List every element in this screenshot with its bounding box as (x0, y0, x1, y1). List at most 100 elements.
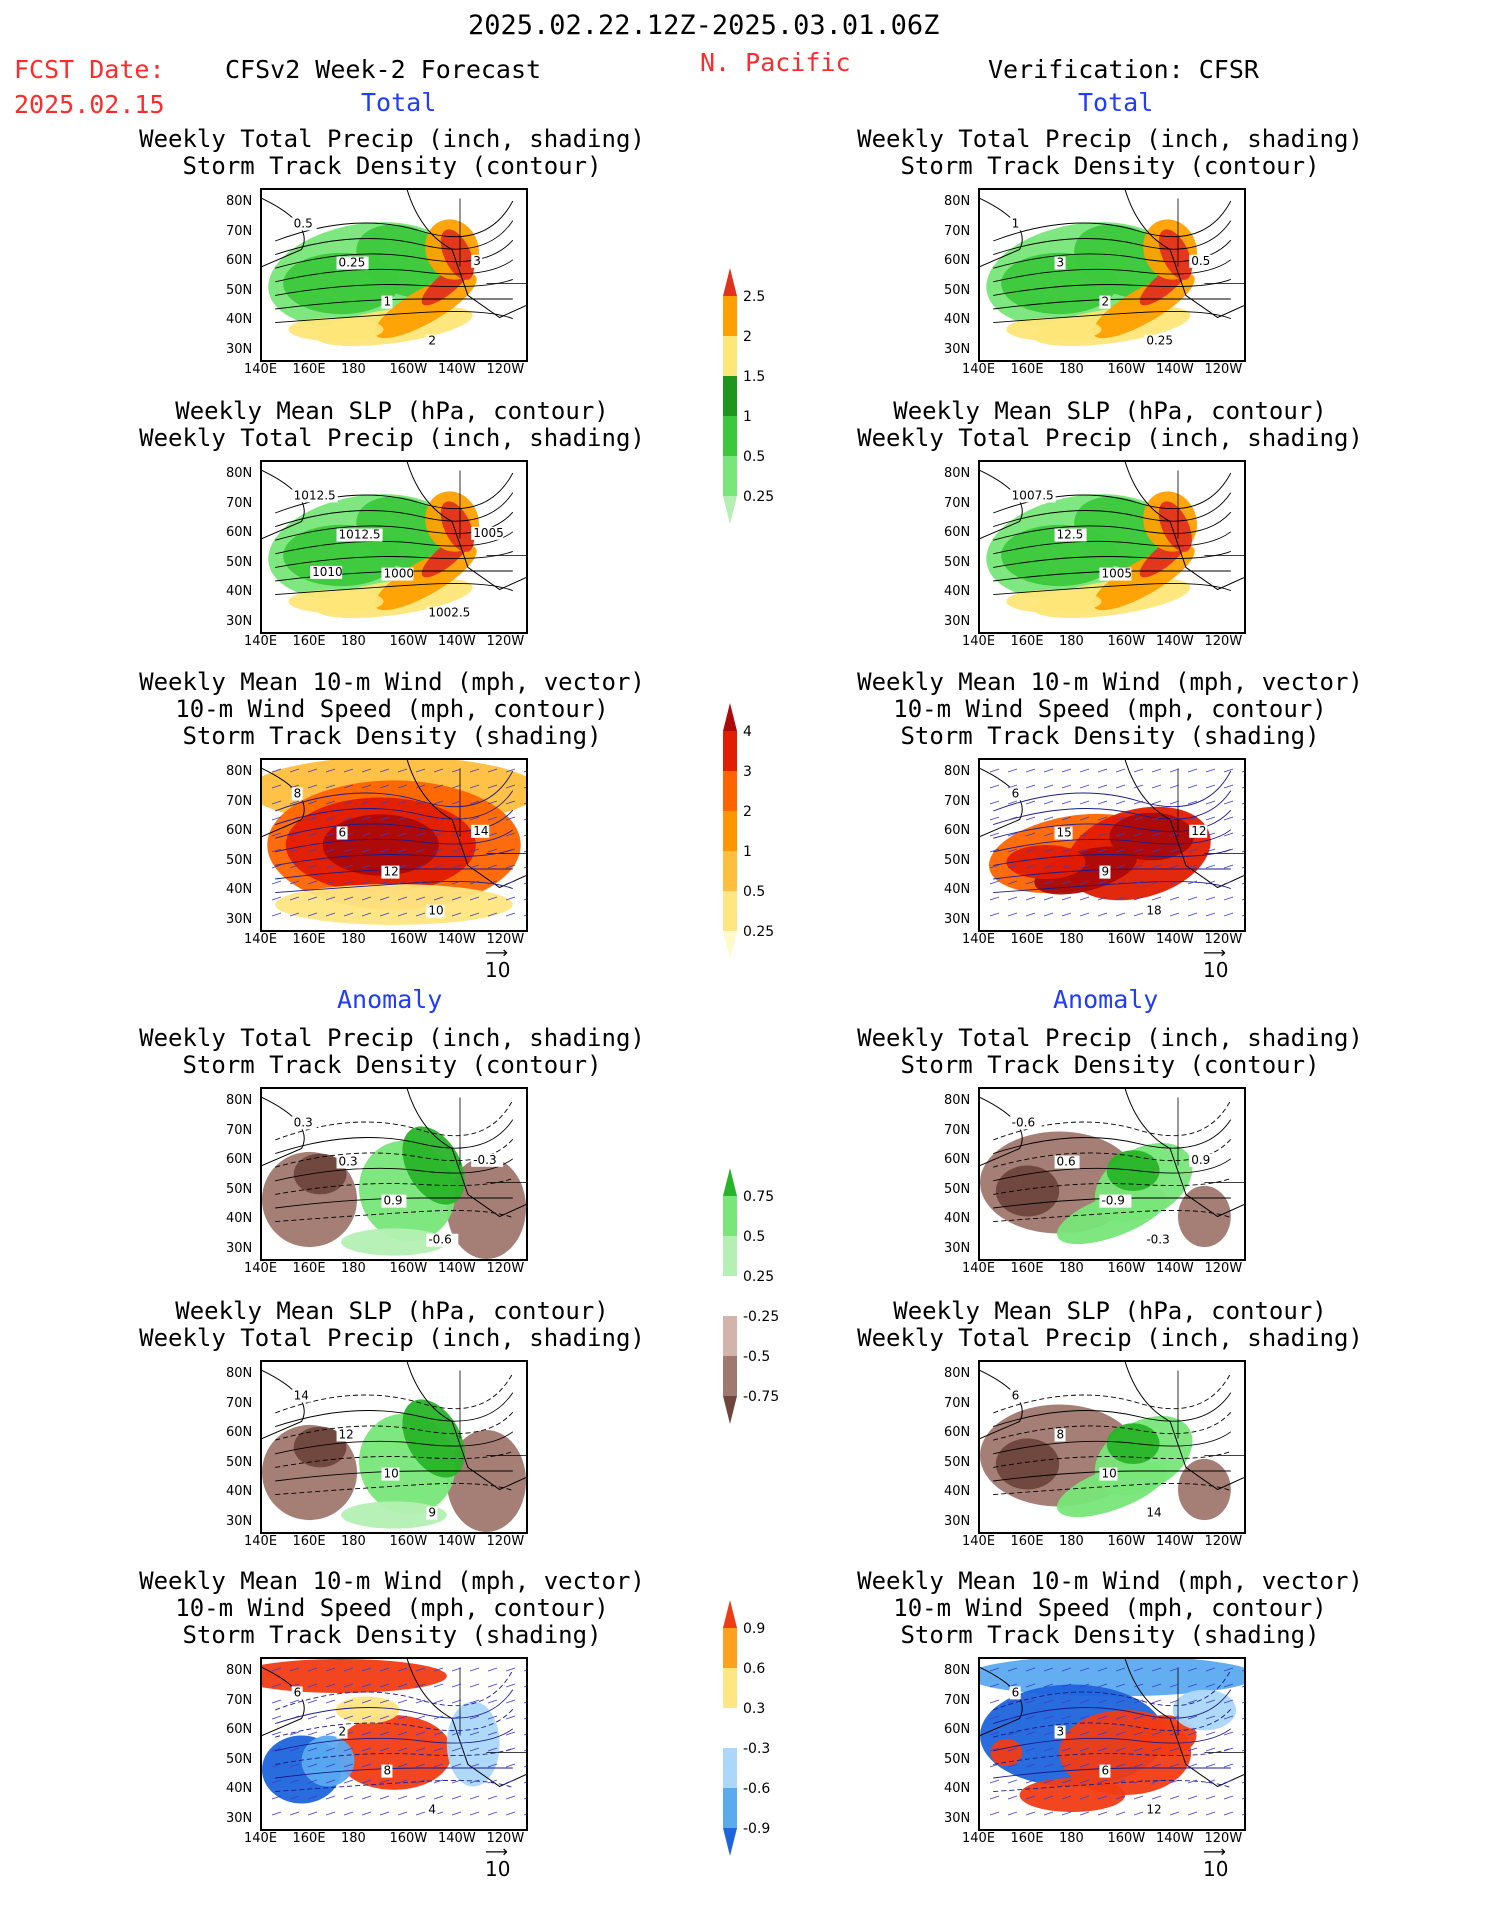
panel-title-line: Weekly Mean SLP (hPa, contour) (893, 1297, 1327, 1325)
wind-vector (325, 1699, 336, 1704)
map-cfsr-anomaly-slp-precip: 6 8 10 14 (978, 1360, 1246, 1534)
contour-line (275, 770, 514, 812)
wind-vector (487, 800, 498, 805)
wind-vector (487, 832, 498, 837)
wind-vector (505, 1763, 516, 1768)
colorbar-label: 0.5 (743, 1229, 765, 1245)
wind-vector (1223, 880, 1234, 885)
contour-label-bg (381, 295, 393, 309)
coastline (406, 462, 526, 591)
contour-line (275, 1483, 513, 1496)
wind-vector (1187, 1747, 1198, 1752)
wind-vector (289, 1715, 300, 1720)
wind-vector (1007, 864, 1018, 869)
contour-line (993, 1470, 1231, 1482)
wind-vector (1223, 768, 1234, 773)
contour-label: 0.9 (1191, 1153, 1210, 1167)
wind-vector (505, 1715, 516, 1720)
colorbar-label: 0.6 (743, 1661, 765, 1677)
wind-vector (487, 896, 498, 901)
wind-vector (271, 896, 282, 901)
wind-vector (1133, 768, 1144, 773)
wind-vector (1115, 1747, 1126, 1752)
contour-label-bg (291, 217, 317, 231)
wind-vector (1151, 1683, 1162, 1688)
wind-vector (469, 1667, 480, 1672)
wind-vector (343, 1699, 354, 1704)
wind-vector (1061, 1715, 1072, 1720)
wind-vector (1007, 1747, 1018, 1752)
wind-vector (1151, 1779, 1162, 1784)
lon-tick-label: 160E (1010, 1534, 1044, 1549)
wind-vector (989, 1795, 1000, 1800)
contour-label-bg (1009, 489, 1056, 503)
lon-tick-label: 120W (486, 634, 525, 649)
wind-vector (505, 832, 516, 837)
shading-region (341, 1501, 447, 1529)
wind-vector (523, 786, 526, 789)
wind-vector (1205, 1811, 1216, 1816)
wind-vector (433, 864, 444, 869)
lon-tick-label: 140W (438, 634, 476, 649)
wind-vector (1025, 1763, 1036, 1768)
wind-vector (1187, 800, 1198, 805)
contour-line (275, 1431, 514, 1455)
panel-title-line: Weekly Mean SLP (hPa, contour) (893, 397, 1327, 425)
wind-vector (1133, 1763, 1144, 1768)
wind-vector (1223, 1715, 1234, 1720)
wind-vector (361, 816, 372, 821)
wind-vector (523, 866, 526, 869)
wind-vector (307, 864, 318, 869)
contour-line (993, 1119, 1232, 1155)
wind-vector (289, 1795, 300, 1800)
wind-vector (505, 896, 516, 901)
lon-tick-label: 180 (1059, 362, 1084, 377)
wind-vector (469, 816, 480, 821)
colorbar-segment (723, 1788, 737, 1828)
wind-vector (433, 1667, 444, 1672)
contour-label-bg (381, 1194, 407, 1208)
wind-vector (289, 784, 300, 789)
wind-vector (1205, 800, 1216, 805)
contour-label-bg (1144, 1803, 1163, 1817)
wind-vector (343, 848, 354, 853)
wind-vector (523, 882, 526, 885)
contour-line (993, 1450, 1231, 1468)
wind-vector (1133, 1715, 1144, 1720)
wind-vector (289, 896, 300, 901)
wind-vector (1187, 1779, 1198, 1784)
wind-vector (1043, 864, 1054, 869)
wind-vector (271, 1699, 282, 1704)
map-forecast-total-slp-precip: 1012.5 1012.5 1000 1002.5 1005 1010 (260, 460, 528, 634)
wind-vector (379, 1731, 390, 1736)
wind-vector (1169, 912, 1180, 917)
wind-vector (1205, 816, 1216, 821)
contour-line (275, 1210, 513, 1223)
model-title: CFSv2 Week-2 Forecast (225, 55, 542, 84)
contour-label: 6 (1101, 1764, 1109, 1778)
wind-vector (1061, 1667, 1072, 1672)
contour-label: 6 (1012, 1388, 1020, 1402)
wind-vector (415, 800, 426, 805)
wind-vector (1043, 784, 1054, 789)
wind-vector (523, 1669, 526, 1672)
contour-label: 9 (428, 1506, 436, 1520)
wind-vector (307, 800, 318, 805)
wind-vector (1151, 1731, 1162, 1736)
wind-vector (989, 1763, 1000, 1768)
wind-vector (1007, 1715, 1018, 1720)
wind-vector (289, 816, 300, 821)
lat-tick-label: 50N (226, 282, 253, 298)
wind-vector (1187, 1731, 1198, 1736)
wind-vector (1025, 912, 1036, 917)
wind-vector (1061, 912, 1072, 917)
contour-label-bg (1054, 1428, 1066, 1442)
contour-label-bg (381, 1764, 393, 1778)
shading-region (335, 1715, 453, 1790)
wind-vector (289, 1779, 300, 1784)
wind-vector (1115, 1731, 1126, 1736)
colorbar-segment (723, 1276, 737, 1316)
colorbar-label: 0.9 (743, 1621, 765, 1637)
lon-tick-label: 120W (486, 1534, 525, 1549)
lon-tick-label: 140E (244, 1831, 278, 1846)
